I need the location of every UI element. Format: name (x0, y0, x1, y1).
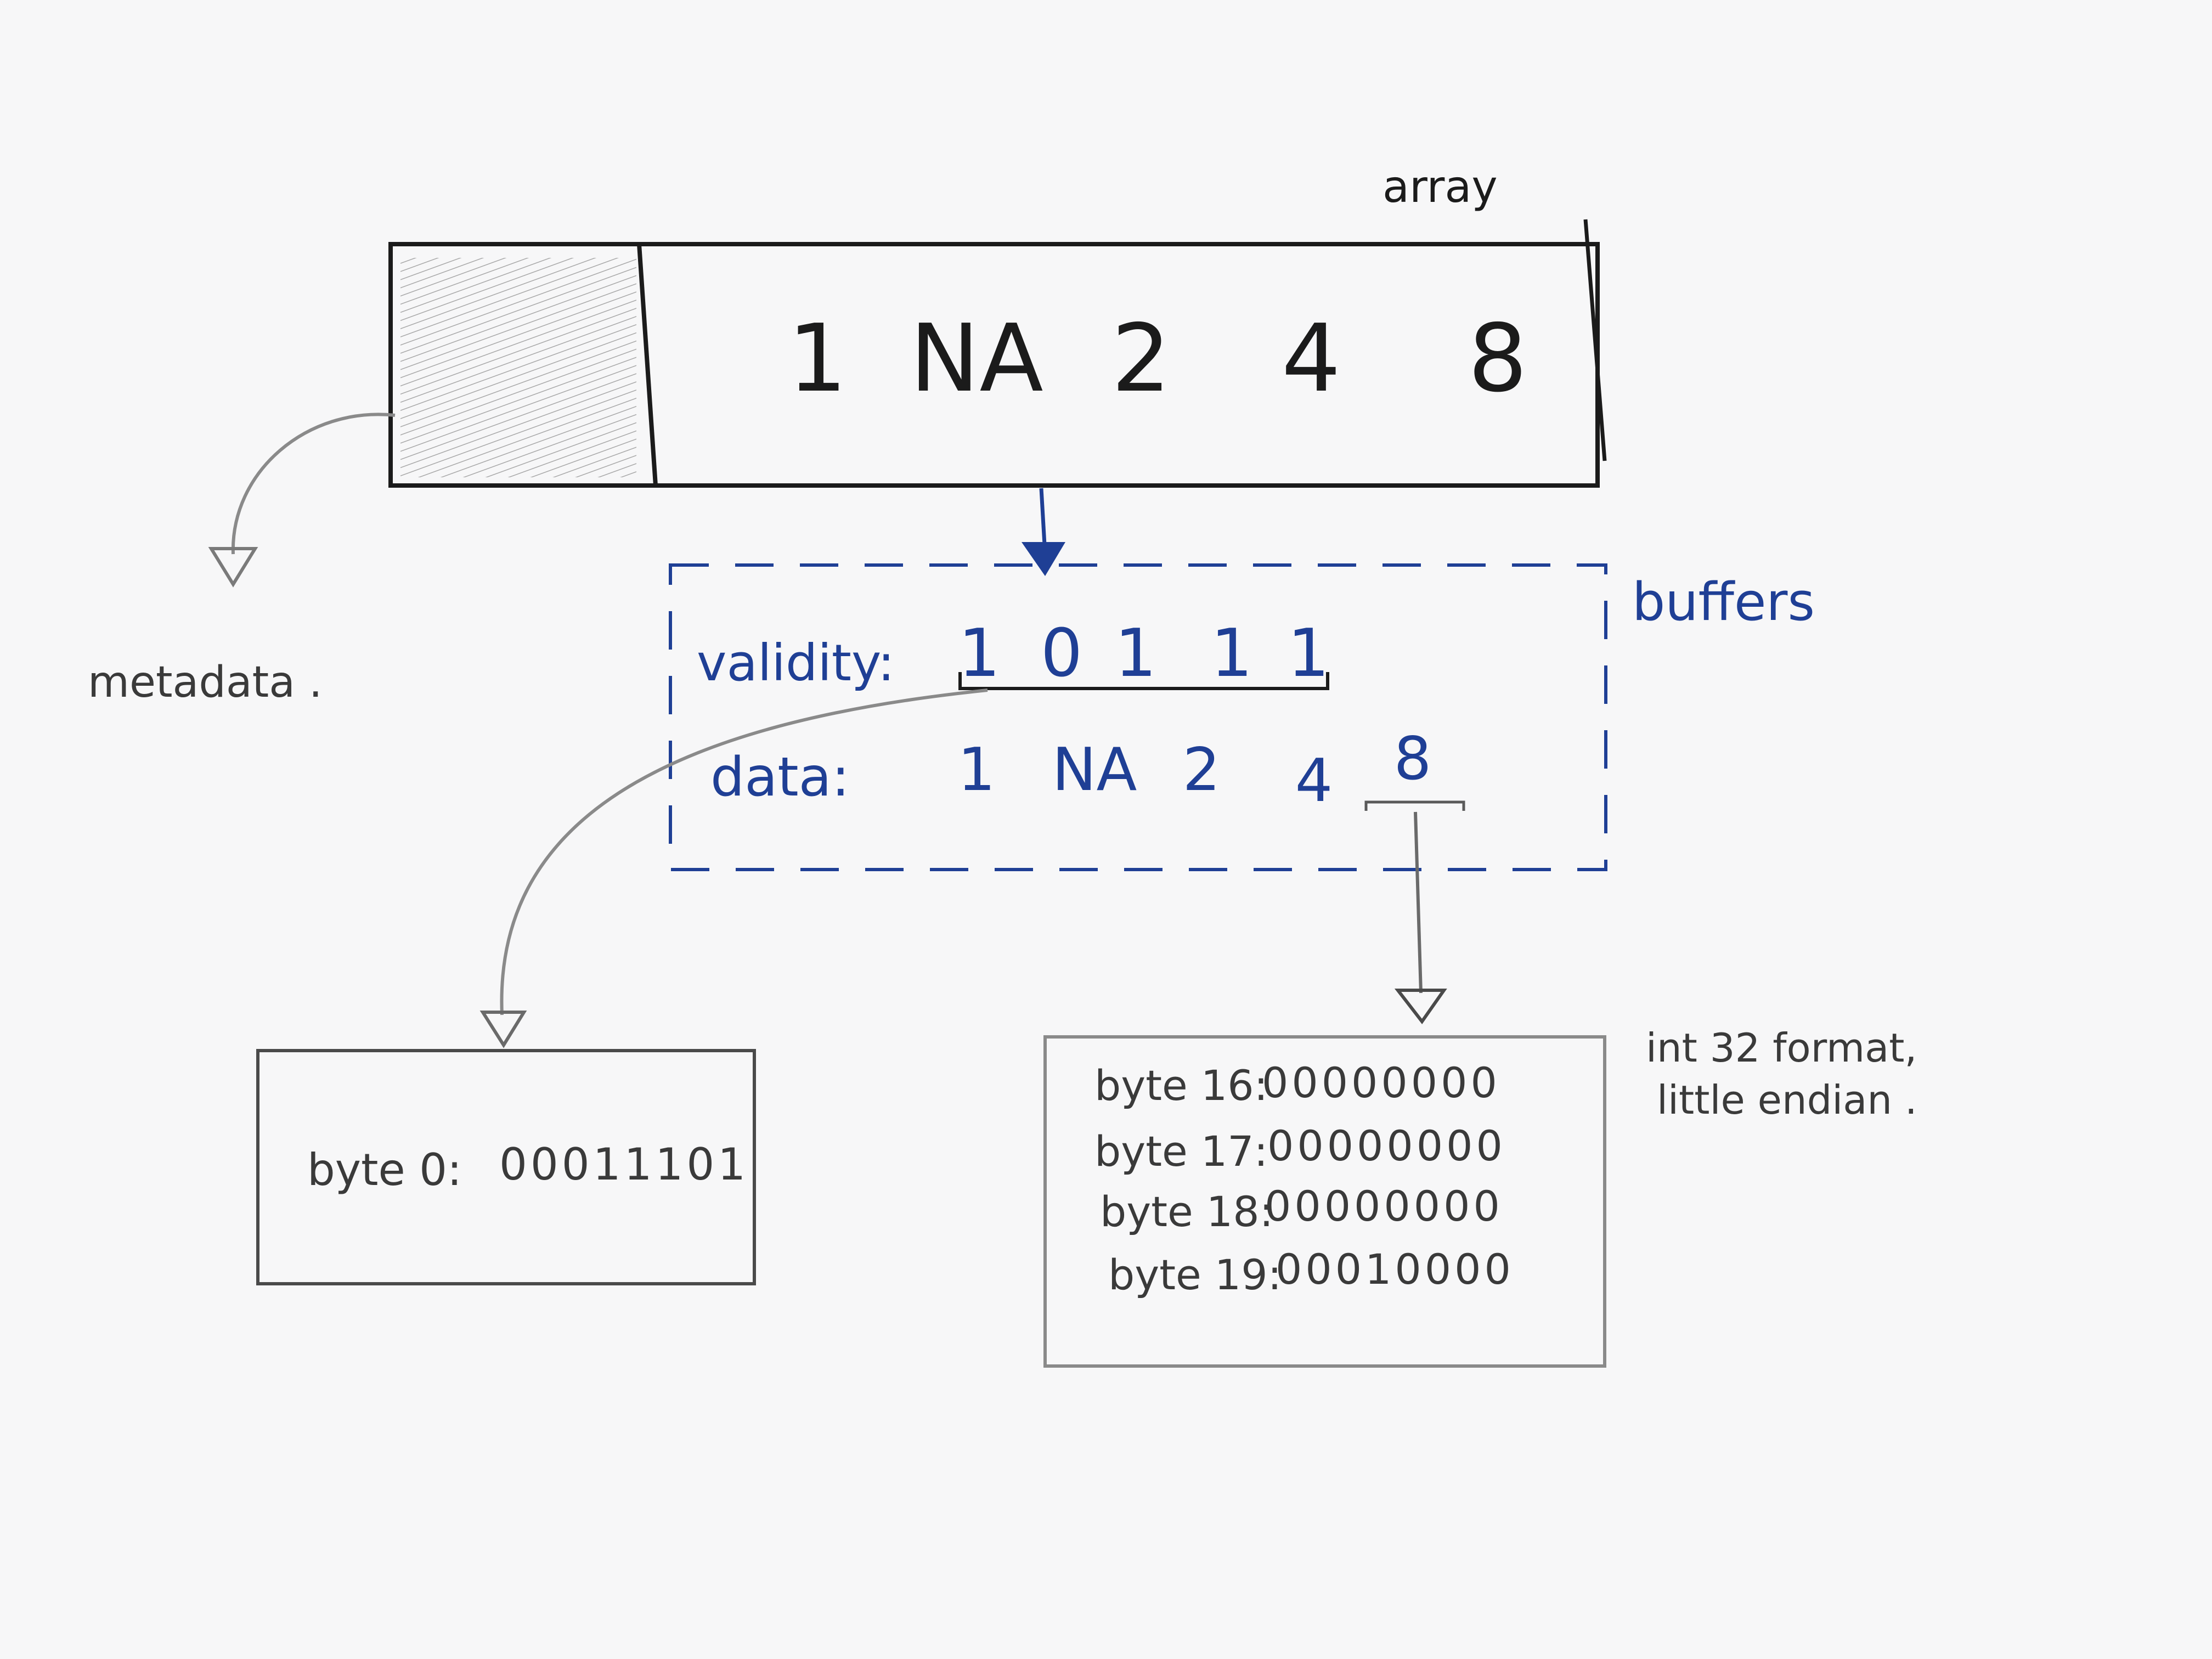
metadata-arrow-head (208, 547, 258, 588)
array-value-2: 2 (1111, 304, 1171, 413)
array-value-3: 4 (1282, 304, 1341, 413)
data-label: data: (710, 746, 850, 809)
data-value-4: 8 (1394, 725, 1432, 793)
data-bytes-box: byte 16: 00000000 byte 17: 00000000 byte… (1043, 1025, 1917, 1368)
validity-byte-box: byte 0: 00011101 (256, 1049, 756, 1285)
data-byte-bits-19: 00010000 (1276, 1245, 1514, 1294)
array-box: array 1 NA 2 4 8 (388, 161, 1607, 488)
validity-arrow-head (479, 1011, 527, 1048)
data-value-2: 2 (1183, 736, 1221, 804)
data-byte-bits-17: 00000000 (1267, 1121, 1506, 1170)
metadata-pointer: metadata . (88, 413, 396, 707)
validity-byte-bits: 00011101 (499, 1139, 749, 1190)
data-byte-bits-16: 00000000 (1262, 1058, 1500, 1107)
data-value-0: 1 (958, 736, 996, 804)
data-byte-label-18: byte 18: (1100, 1187, 1273, 1236)
validity-bit-3: 1 (1211, 616, 1252, 692)
metadata-hatched-cell (400, 258, 636, 477)
data-pointer (1394, 811, 1447, 1025)
data-byte-row-18: byte 18: 00000000 (1100, 1182, 1503, 1236)
validity-bits: 1 0 1 1 1 (958, 616, 1329, 692)
validity-bracket (958, 672, 1329, 690)
data-byte-label-17: byte 17: (1094, 1127, 1268, 1176)
blue-arrow-head (1022, 542, 1065, 576)
data-value-3: 4 (1295, 747, 1333, 815)
data-bytes-rows: byte 16: 00000000 byte 17: 00000000 byte… (1094, 1058, 1514, 1299)
data-bracket (1364, 800, 1465, 811)
validity-byte-label: byte 0: (307, 1144, 462, 1195)
data-bytes-outline (1043, 1035, 1606, 1368)
data-byte-label-19: byte 19: (1108, 1250, 1282, 1299)
data-byte-bits-18: 00000000 (1265, 1182, 1503, 1231)
array-right-edge (1583, 219, 1607, 461)
format-note-line1: int 32 format, (1646, 1025, 1917, 1071)
data-values: 1 NA 2 4 8 (958, 725, 1432, 815)
array-values: 1 NA 2 4 8 (788, 304, 1527, 413)
validity-byte-row-0: byte 0: 00011101 (307, 1139, 749, 1195)
data-value-1: NA (1052, 736, 1137, 804)
array-to-buffers-arrow (1022, 488, 1065, 576)
validity-bit-1: 0 (1041, 616, 1082, 692)
data-byte-label-16: byte 16: (1094, 1061, 1268, 1110)
data-byte-row-16: byte 16: 00000000 (1094, 1058, 1500, 1110)
validity-byte-outline (256, 1049, 756, 1285)
data-arrow-head (1394, 989, 1447, 1025)
array-value-0: 1 (788, 304, 847, 413)
buffers-outline (669, 563, 1607, 871)
validity-bit-2: 1 (1115, 616, 1156, 692)
data-byte-row-17: byte 17: 00000000 (1094, 1121, 1506, 1176)
data-arrow-line (1414, 811, 1423, 994)
array-label: array (1383, 161, 1498, 212)
array-value-1: NA (910, 304, 1043, 413)
metadata-label: metadata . (88, 658, 323, 707)
validity-arrow-line (500, 689, 988, 1015)
buffers-box: buffers validity: 1 0 1 1 1 data: 1 NA 2… (669, 563, 1815, 871)
metadata-arrow-line (231, 413, 396, 555)
format-note-line2: little endian . (1657, 1077, 1917, 1123)
validity-pointer (479, 689, 988, 1048)
array-divider (637, 244, 658, 486)
validity-bit-0: 1 (958, 616, 1000, 692)
validity-bit-4: 1 (1288, 616, 1329, 692)
validity-label: validity: (697, 634, 895, 692)
data-byte-row-19: byte 19: 00010000 (1108, 1245, 1514, 1299)
array-value-4: 8 (1468, 304, 1527, 413)
buffers-label: buffers (1632, 572, 1815, 633)
